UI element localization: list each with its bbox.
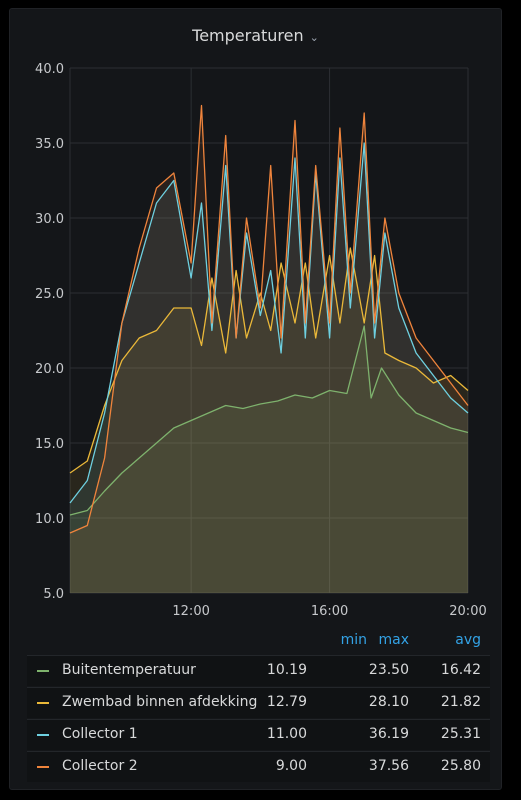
legend-header-max[interactable]: max <box>378 632 409 648</box>
y-tick-label: 20.0 <box>35 362 64 377</box>
legend-series-name[interactable]: Collector 2 <box>62 758 138 774</box>
legend-swatch[interactable] <box>37 702 49 704</box>
legend-avg-value: 25.31 <box>440 726 481 742</box>
legend-max-value: 36.19 <box>368 726 409 742</box>
legend-header-min[interactable]: min <box>340 632 367 648</box>
legend-min-value: 10.19 <box>266 662 307 678</box>
legend-avg-value: 21.82 <box>440 694 481 710</box>
legend-max-value: 28.10 <box>368 694 409 710</box>
series-area <box>70 105 468 593</box>
series-line <box>69 325 469 516</box>
legend-row[interactable]: Collector 2 9.00 37.56 25.80 <box>27 751 490 782</box>
legend-avg-value: 25.80 <box>440 758 481 774</box>
legend-series-name[interactable]: Buitentemperatuur <box>62 662 196 678</box>
x-tick-label: 20:00 <box>449 604 486 619</box>
legend-max-value: 23.50 <box>368 662 409 678</box>
legend-min-value: 9.00 <box>275 758 307 774</box>
legend-swatch[interactable] <box>37 766 49 768</box>
series-area <box>70 143 468 593</box>
y-tick-label: 30.0 <box>35 212 64 227</box>
series-line <box>69 142 469 504</box>
chevron-down-icon[interactable]: ⌄ <box>309 31 319 44</box>
y-tick-label: 5.0 <box>43 587 64 602</box>
legend-min-value: 12.79 <box>266 694 307 710</box>
y-tick-label: 25.0 <box>35 287 64 302</box>
y-tick-label: 35.0 <box>35 137 64 152</box>
legend-min-value: 11.00 <box>266 726 307 742</box>
x-tick-label: 16:00 <box>311 604 348 619</box>
series-line <box>69 247 469 474</box>
legend-swatch[interactable] <box>37 734 49 736</box>
legend-row[interactable]: Buitentemperatuur 10.19 23.50 16.42 <box>27 655 490 686</box>
legend-swatch[interactable] <box>37 670 49 672</box>
legend-row[interactable]: Zwembad binnen afdekking 12.79 28.10 21.… <box>27 687 490 718</box>
legend-series-name[interactable]: Collector 1 <box>62 726 138 742</box>
y-tick-label: 10.0 <box>35 512 64 527</box>
panel-title-text[interactable]: Temperaturen <box>192 26 304 45</box>
legend-header-avg[interactable]: avg <box>455 632 481 648</box>
series-line <box>69 104 469 534</box>
y-tick-label: 15.0 <box>35 437 64 452</box>
legend-avg-value: 16.42 <box>440 662 481 678</box>
series-area <box>70 326 468 593</box>
legend-max-value: 37.56 <box>368 758 409 774</box>
legend-series-name[interactable]: Zwembad binnen afdekking <box>62 694 258 710</box>
series-area <box>70 248 468 593</box>
x-tick-label: 12:00 <box>172 604 209 619</box>
legend-row[interactable]: Collector 1 11.00 36.19 25.31 <box>27 719 490 750</box>
y-tick-label: 40.0 <box>35 62 64 77</box>
panel-title[interactable]: Temperaturen ⌄ <box>10 26 501 45</box>
